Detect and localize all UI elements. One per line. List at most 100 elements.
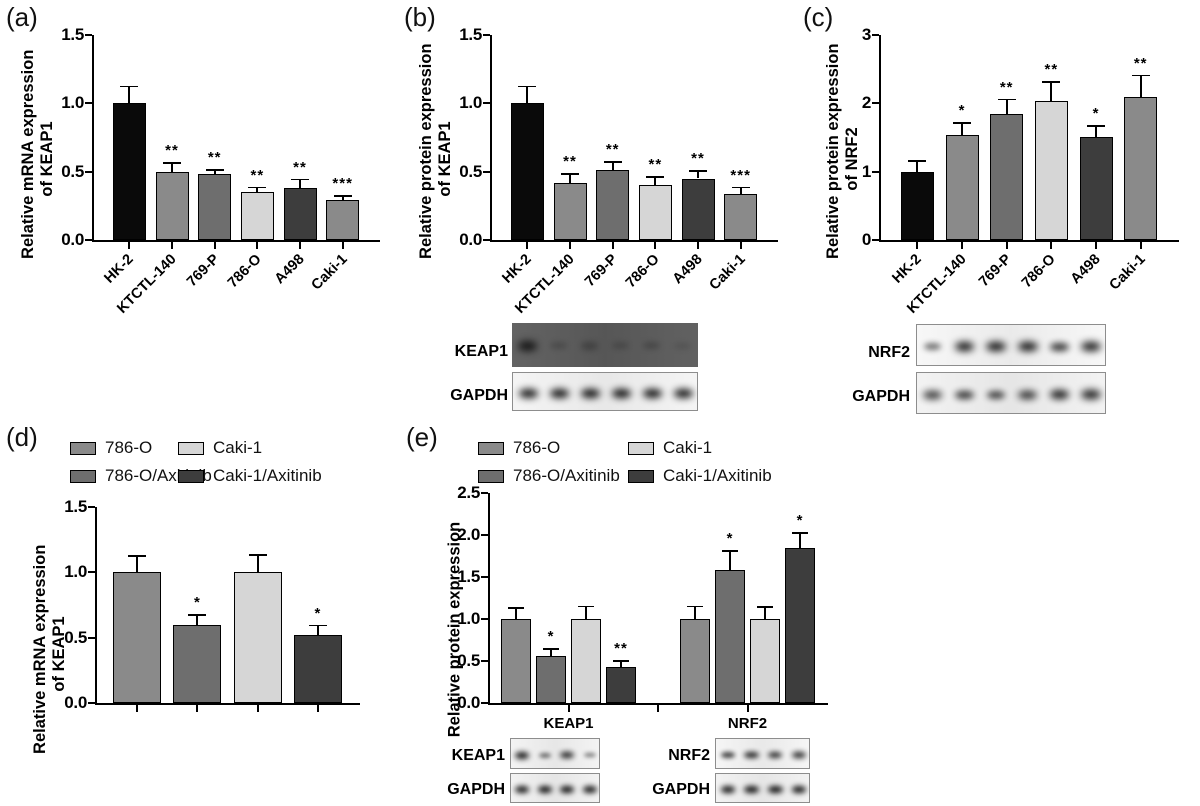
blot-c-nrf2-band-0 xyxy=(924,343,942,351)
panel-a-label: (a) xyxy=(6,2,38,32)
panel-b-errorbar-1 xyxy=(561,173,579,183)
panel-c-significance-5: ** xyxy=(1133,54,1148,72)
panel-b-x-tick-2 xyxy=(611,242,614,249)
panel-a-errorbar-line-2 xyxy=(213,168,216,175)
blot-c-nrf2-texture xyxy=(917,325,1105,365)
panel-b-errorbar-cap-2 xyxy=(603,160,622,163)
panel-a-errorbar-line-5 xyxy=(341,194,344,201)
panel-b-y-tick-label-2: 1.0 xyxy=(459,93,482,113)
panel-d-y-tick-2 xyxy=(88,571,95,574)
panel-e-bar-0-1 xyxy=(536,655,566,703)
panel-e-errorbar-line-1-0 xyxy=(694,605,696,619)
panel-c-bar-3 xyxy=(1034,101,1068,240)
panel-e-errorbar-1-1 xyxy=(722,550,738,571)
panel-b-errorbar-0 xyxy=(518,85,537,104)
legend-swatch-786o-axitinib xyxy=(478,469,504,483)
blot-c-nrf2-box xyxy=(916,324,1106,366)
legend-label-caki1: Caki-1 xyxy=(213,438,263,457)
panel-a-y-tick-label-3: 1.5 xyxy=(61,25,84,44)
panel-e-errorbar-line-1-3 xyxy=(799,532,801,549)
blot-b-keap1-band-4 xyxy=(643,342,660,350)
legend-swatch-786o xyxy=(478,441,504,455)
legend-label-786o-axitinib: 786-O/Axitinib xyxy=(513,466,620,485)
panel-e-x-tick-1 xyxy=(746,705,749,712)
blot-e-right-nrf2-band-0 xyxy=(720,752,735,759)
panel-b-x-tick-5 xyxy=(739,242,742,249)
panel-d-label: (d) xyxy=(6,422,38,452)
panel-e-legend: 786-O Caki-1 786-O/Axitinib Caki-1/Axiti… xyxy=(400,420,880,485)
panel-c-bar-0 xyxy=(900,171,934,240)
panel-c-x-tick-3 xyxy=(1050,242,1053,249)
panel-e-bar-0-2 xyxy=(571,619,601,703)
panel-a-y-tick-label-1: 0.5 xyxy=(61,161,84,181)
panel-d-chart: 0.0 0.5 1.0 1.5 * * xyxy=(0,420,400,806)
blot-e-left-keap1-band-2 xyxy=(560,751,575,759)
panel-b-x-tick-1 xyxy=(569,242,571,249)
panel-c: (c) Relative protein expression of NRF2 … xyxy=(795,0,1200,320)
panel-b-errorbar-cap-0 xyxy=(518,85,537,88)
panel-c-errorbar-cap-2 xyxy=(997,98,1016,101)
blot-e-left-keap1-box xyxy=(510,738,600,769)
panel-e-bar-1-3 xyxy=(785,548,815,703)
legend-label-caki1-axitinib: Caki-1/Axitinib xyxy=(213,466,322,485)
panel-d-errorbar-line-1 xyxy=(196,614,199,625)
panel-b-errorbar-5 xyxy=(731,186,750,194)
panel-e-y-tick-label-4: 2.0 xyxy=(457,525,480,544)
panel-b-errorbar-cap-3 xyxy=(646,175,665,178)
panel-c-y-axis xyxy=(879,35,882,241)
panel-d-errorbar-cap-2 xyxy=(248,554,267,556)
panel-c-x-tick-4 xyxy=(1095,242,1097,249)
panel-a-errorbar-2 xyxy=(205,168,224,175)
blot-e-right-gapdh-band-0 xyxy=(720,786,736,793)
panel-e-errorbar-1-3 xyxy=(792,532,808,549)
panel-d-errorbar-line-2 xyxy=(256,554,259,573)
panel-d-errorbar-line-0 xyxy=(136,555,139,573)
panel-b-y-tick-label-1: 0.5 xyxy=(459,161,482,181)
panel-b-errorbar-line-4 xyxy=(697,170,699,179)
panel-c-errorbar-1 xyxy=(953,122,971,136)
panel-e-y-tick-5 xyxy=(481,492,488,494)
panel-e-y-tick-3 xyxy=(481,576,488,578)
panel-e-errorbar-cap-1-3 xyxy=(792,532,808,535)
blot-b-keap1-band-3 xyxy=(612,342,629,350)
panel-e-errorbar-line-0-2 xyxy=(585,605,587,619)
panel-a-errorbar-line-1 xyxy=(171,162,173,172)
blot-e-right-gapdh-band-1 xyxy=(744,786,759,793)
panel-e-errorbar-line-0-1 xyxy=(550,648,552,656)
panel-b-bar-5 xyxy=(724,193,758,240)
panel-c-significance-1: * xyxy=(958,102,966,120)
blot-c-gapdh-band-3 xyxy=(1018,390,1038,400)
panel-b-chart: 0.0 0.5 1.0 1.5 HK-2 ** KTCTL-140 ** 769-P ** 786-… xyxy=(398,0,798,320)
panel-c-errorbar-cap-3 xyxy=(1042,80,1061,83)
panel-d-legend-item-3: Caki-1/Axitinib xyxy=(178,466,322,486)
panel-c-x-tick-2 xyxy=(1005,242,1008,249)
panel-e-significance-1-3: * xyxy=(796,512,804,530)
panel-e-x-category-label-0: KEAP1 xyxy=(543,715,594,732)
panel-e-errorbar-cap-1-0 xyxy=(687,605,703,608)
panel-c-significance-4: * xyxy=(1092,105,1100,123)
panel-a-bar-0 xyxy=(112,103,146,240)
panel-d-x-tick-3 xyxy=(316,705,319,712)
panel-b-significance-1: ** xyxy=(563,153,577,171)
blot-c-nrf2-band-2 xyxy=(986,342,1006,352)
panel-b-x-axis xyxy=(490,240,778,243)
panel-a-errorbar-5 xyxy=(333,194,352,201)
legend-label-caki1: Caki-1 xyxy=(663,438,713,457)
blot-b-gapdh-band-3 xyxy=(611,388,632,398)
panel-d-bar-0 xyxy=(113,572,162,703)
blot-e-left-gapdh-band-2 xyxy=(560,786,575,793)
panel-e-errorbar-line-0-3 xyxy=(620,660,622,667)
blot-c-nrf2-band-3 xyxy=(1018,342,1038,352)
panel-d-y-tick-label-1: 0.5 xyxy=(64,627,87,647)
panel-a-errorbar-cap-0 xyxy=(120,85,139,88)
panel-c-errorbar-cap-1 xyxy=(953,122,971,125)
blot-b-row-label-gapdh: GAPDH xyxy=(450,387,508,404)
blot-e-left-row-label-gapdh: GAPDH xyxy=(447,781,505,798)
panel-e-legend-item-1: Caki-1 xyxy=(628,438,712,458)
blot-b-gapdh-band-4 xyxy=(642,388,663,398)
legend-swatch-caki1-axitinib xyxy=(178,469,204,483)
panel-e-y-tick-0 xyxy=(481,702,488,704)
panel-e-bar-1-0 xyxy=(680,619,710,703)
panel-d-y-tick-label-2: 1.0 xyxy=(64,562,87,582)
panel-c-y-tick-label-1: 1 xyxy=(861,161,871,181)
